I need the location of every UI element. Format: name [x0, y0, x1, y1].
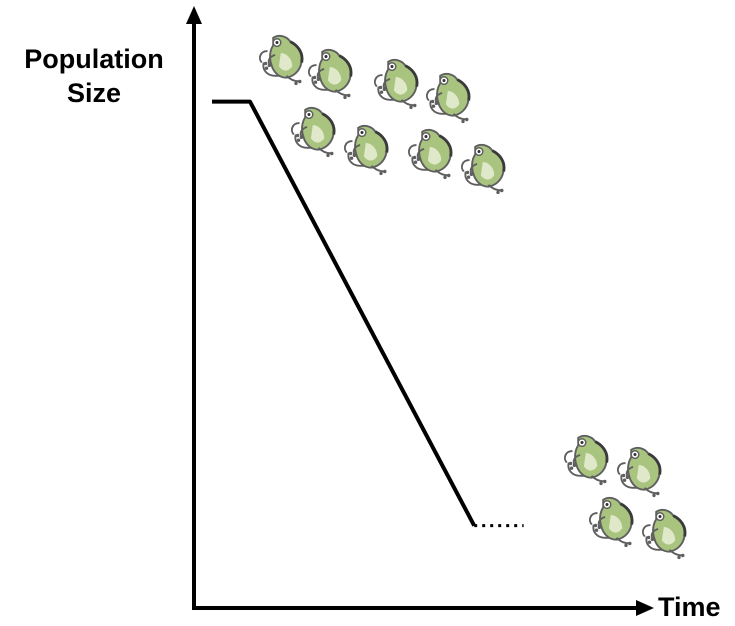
frog-icon	[373, 58, 419, 111]
frog-icon	[290, 106, 336, 159]
x-axis-label: Time	[658, 592, 721, 622]
frog-icon	[641, 508, 687, 561]
frog-icon	[407, 128, 453, 181]
frog-icon	[343, 124, 389, 177]
frog-icon	[425, 72, 471, 125]
frog-icon	[616, 446, 662, 499]
x-axis-arrow	[636, 600, 654, 616]
frog-icon	[460, 143, 506, 196]
y-axis-label-line: Population	[24, 44, 164, 74]
axes	[186, 6, 654, 616]
series-layer	[212, 99, 524, 528]
frog-icon	[563, 434, 609, 487]
y-axis-label-line: Size	[66, 78, 122, 108]
y-axis-arrow	[186, 6, 202, 24]
frog-icon	[588, 496, 634, 549]
frog-icon	[258, 34, 304, 87]
frog-icon	[307, 48, 353, 101]
frog-group-many	[258, 34, 506, 196]
series-line-solid	[212, 99, 476, 527]
y-axis-label: Population Size	[6, 42, 182, 110]
frog-group-few	[563, 434, 687, 561]
